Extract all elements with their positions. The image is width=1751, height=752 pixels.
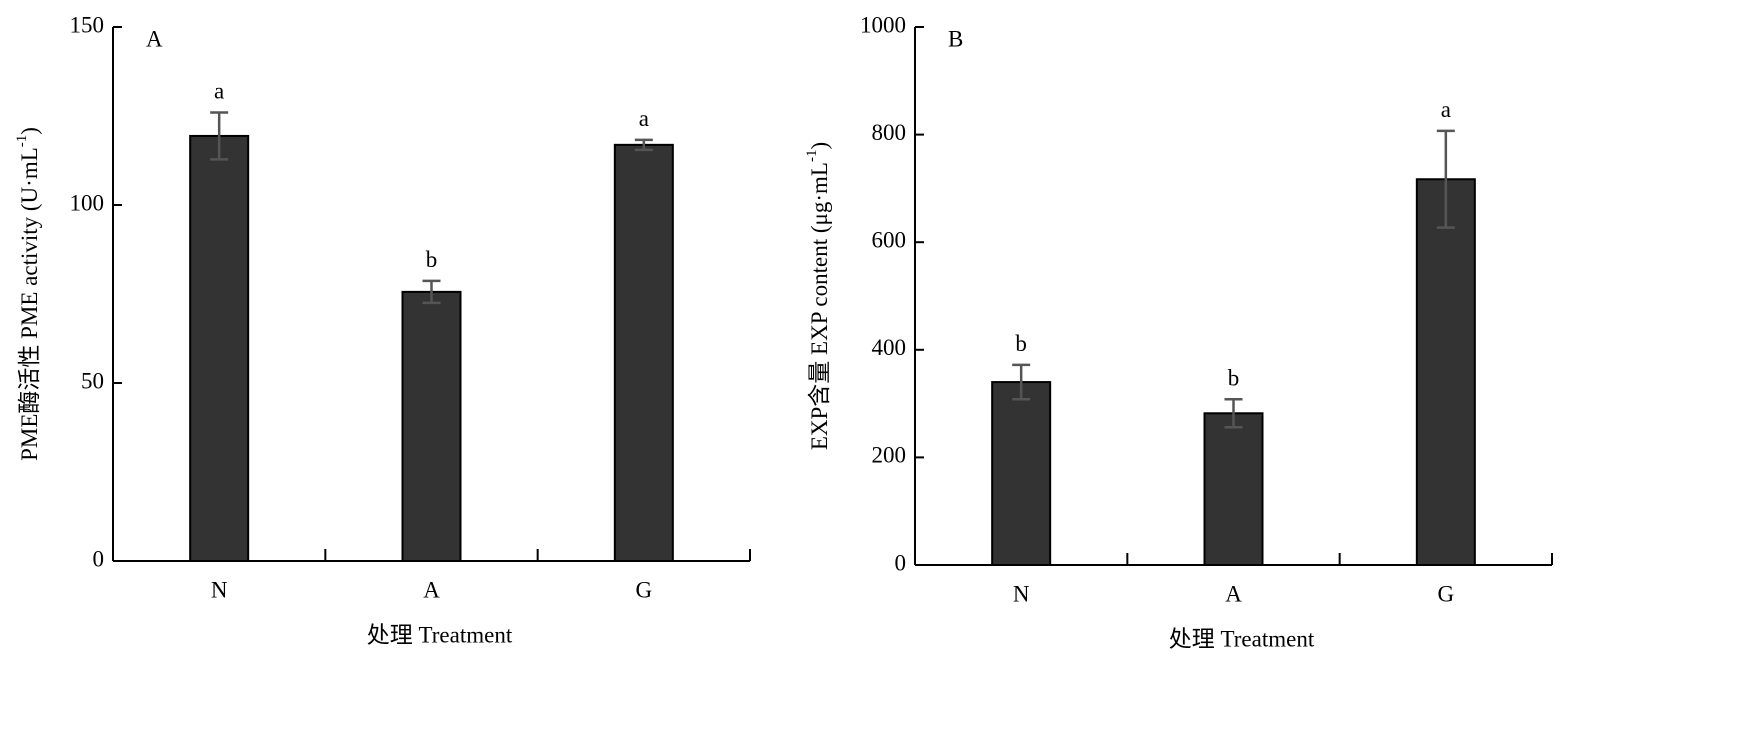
y-tick-label: 600 xyxy=(872,227,907,252)
x-tick-label: N xyxy=(211,577,228,602)
bar xyxy=(401,290,462,562)
significance-label: b xyxy=(1228,366,1240,391)
y-label-suffix: ) xyxy=(17,127,42,135)
x-axis-label: 处理 Treatment xyxy=(1169,626,1315,651)
panel-label: B xyxy=(948,26,963,51)
y-label-superscript: -1 xyxy=(804,150,820,163)
error-bar xyxy=(210,111,229,161)
error-bar xyxy=(422,279,441,305)
y-tick-label: 400 xyxy=(872,335,907,360)
bar xyxy=(1415,178,1476,566)
significance-label: a xyxy=(1441,97,1451,122)
y-tick-label: 150 xyxy=(70,12,105,37)
bar xyxy=(991,381,1052,566)
y-tick-label: 100 xyxy=(70,190,105,215)
y-label-text: EXP含量 EXP content (μg·mL xyxy=(807,162,832,450)
error-bar xyxy=(1012,363,1031,401)
y-axis-label: PME酶活性 PME activity (U·mL-1) xyxy=(14,127,42,461)
y-tick-label: 0 xyxy=(93,546,105,571)
y-axis-label: EXP含量 EXP content (μg·mL-1) xyxy=(804,142,832,450)
y-tick-label: 50 xyxy=(81,368,104,393)
y-tick-label: 200 xyxy=(872,443,907,468)
significance-label: a xyxy=(639,106,649,131)
error-bar xyxy=(1436,129,1455,229)
bar xyxy=(1203,412,1264,566)
error-bar xyxy=(634,138,653,152)
bar xyxy=(613,143,674,562)
x-tick-label: N xyxy=(1013,581,1030,606)
significance-label: b xyxy=(1015,331,1027,356)
chart-panel: 0 200 400 600 800 1000 B 处理 Treatment EXP含量 EXP … xyxy=(804,12,1553,651)
y-tick-label: 800 xyxy=(872,120,907,145)
x-tick-label: A xyxy=(1225,581,1242,606)
x-tick-label: G xyxy=(1438,581,1455,606)
y-label-suffix: ) xyxy=(807,142,832,150)
y-label-text: PME酶活性 PME activity (U·mL xyxy=(17,147,42,461)
significance-label: b xyxy=(426,247,438,272)
y-tick-label: 0 xyxy=(895,550,907,575)
panel-label: A xyxy=(146,26,163,51)
error-bar xyxy=(1224,398,1243,429)
x-tick-label: G xyxy=(636,577,653,602)
chart-panel: 0 50 100 150 A 处理 Treatment PME酶活性 PME activit… xyxy=(14,12,751,647)
y-tick-label: 1000 xyxy=(860,12,906,37)
bar xyxy=(189,134,250,562)
x-tick-label: A xyxy=(423,577,440,602)
x-axis-label: 处理 Treatment xyxy=(367,622,513,647)
y-label-superscript: -1 xyxy=(14,135,30,148)
significance-label: a xyxy=(214,79,224,104)
